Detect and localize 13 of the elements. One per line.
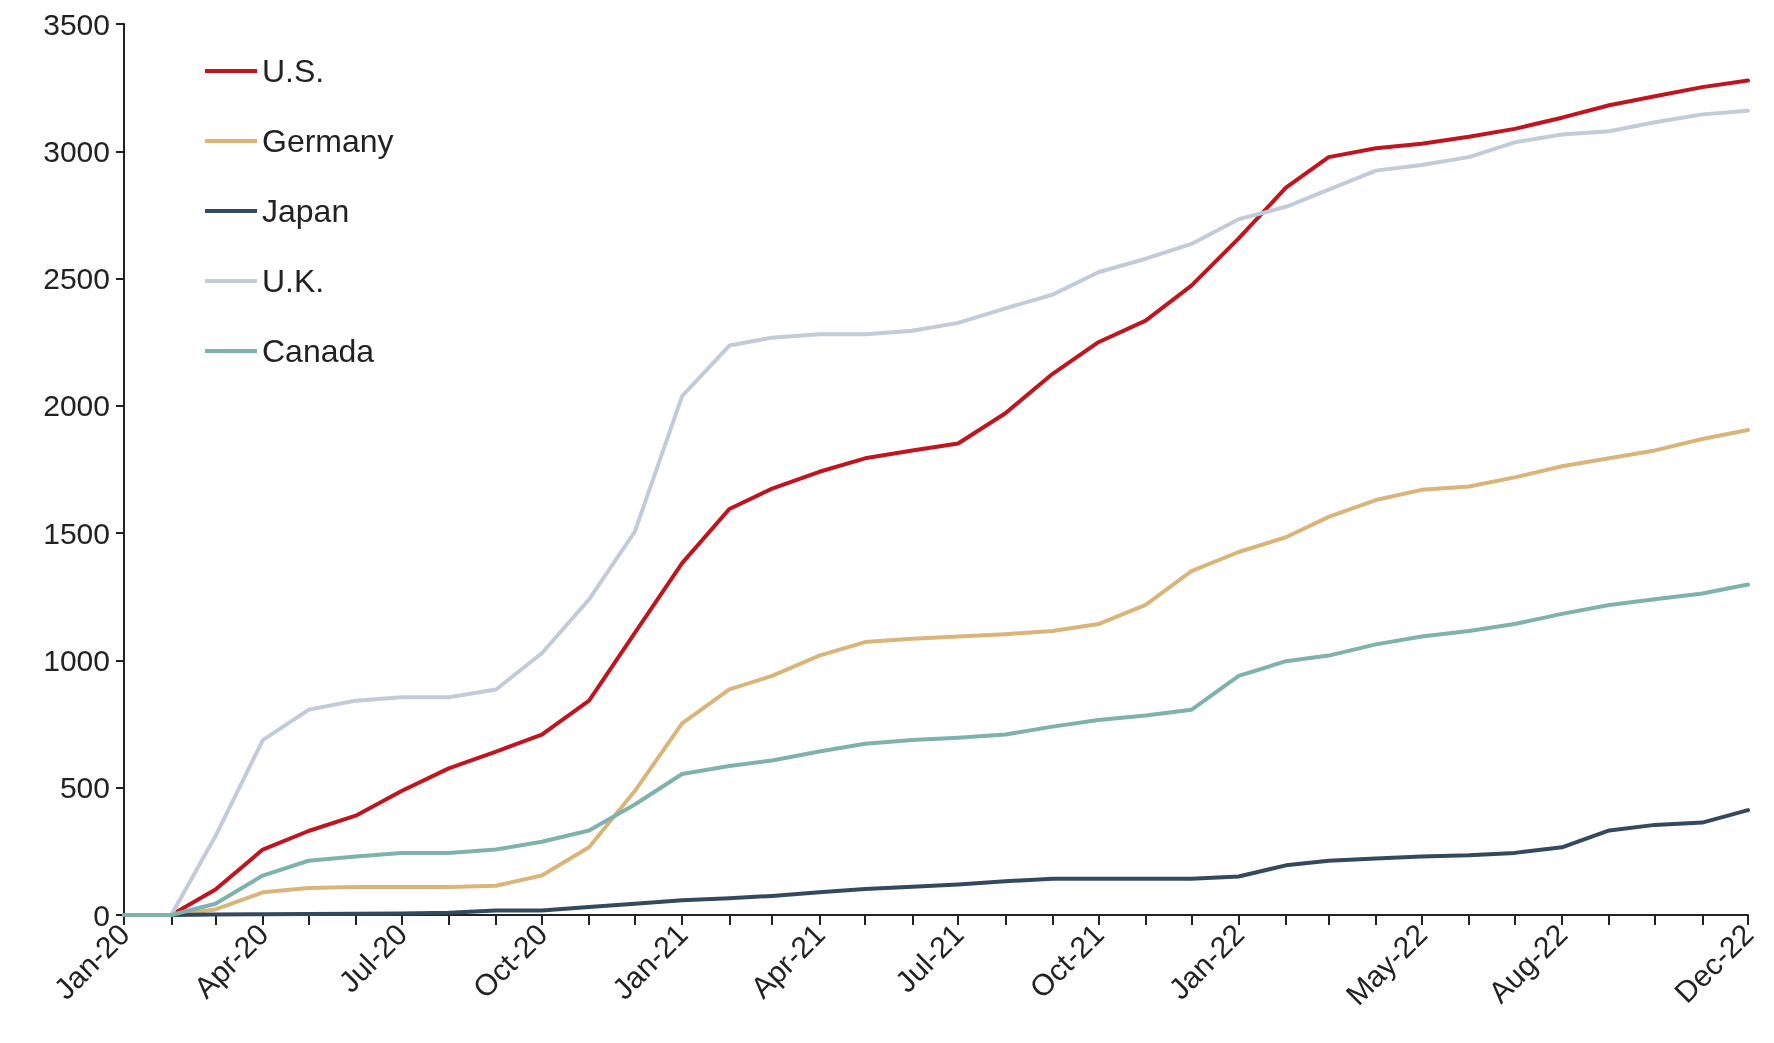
legend-label: Canada: [262, 333, 375, 369]
y-tick-label: 2500: [43, 262, 110, 296]
y-tick-label: 1000: [43, 643, 110, 677]
y-tick-label: 0: [93, 898, 110, 932]
y-tick-label: 1500: [43, 516, 110, 550]
y-tick-label: 3000: [43, 134, 110, 168]
y-tick-label: 3500: [43, 7, 110, 41]
y-tick-label: 500: [59, 771, 110, 805]
legend-label: Germany: [262, 123, 394, 159]
legend-label: U.S.: [262, 53, 325, 89]
legend-label: U.K.: [262, 263, 325, 299]
legend-label: Japan: [262, 193, 350, 229]
y-tick-label: 2000: [43, 389, 110, 423]
